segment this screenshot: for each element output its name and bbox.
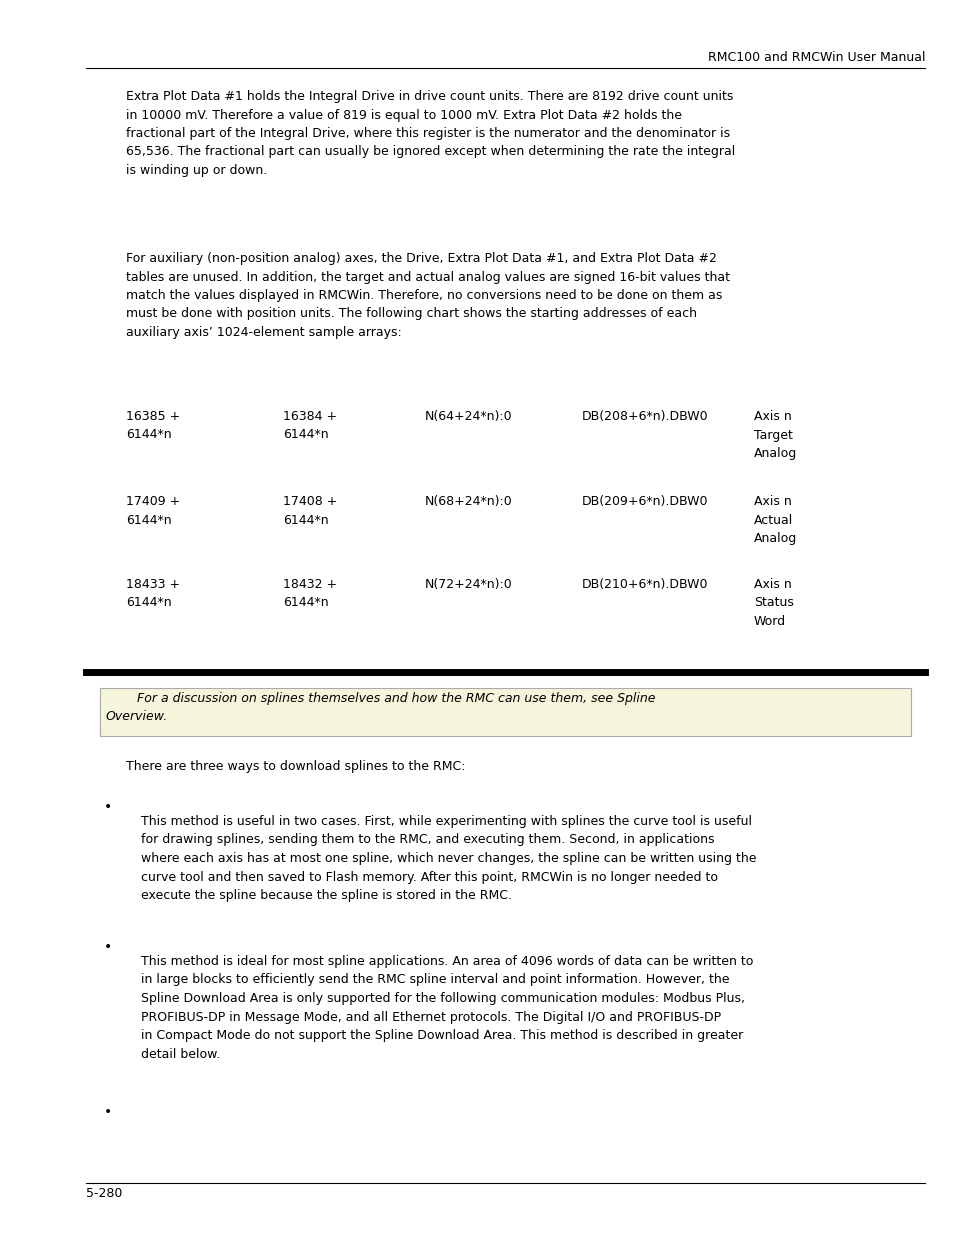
Text: 5-280: 5-280 — [86, 1187, 122, 1200]
Text: For auxiliary (non-position analog) axes, the Drive, Extra Plot Data #1, and Ext: For auxiliary (non-position analog) axes… — [126, 252, 729, 338]
Text: N(68+24*n):0: N(68+24*n):0 — [424, 495, 512, 508]
Text: DB(210+6*n).DBW0: DB(210+6*n).DBW0 — [581, 578, 708, 592]
Text: DB(209+6*n).DBW0: DB(209+6*n).DBW0 — [581, 495, 708, 508]
Text: •: • — [104, 940, 112, 953]
Text: Axis n
Status
Word: Axis n Status Word — [753, 578, 793, 629]
FancyBboxPatch shape — [100, 688, 910, 736]
Text: RMC100 and RMCWin User Manual: RMC100 and RMCWin User Manual — [707, 51, 924, 64]
Text: N(64+24*n):0: N(64+24*n):0 — [424, 410, 512, 424]
Text: 18432 +
6144*n: 18432 + 6144*n — [283, 578, 337, 610]
Text: Axis n
Target
Analog: Axis n Target Analog — [753, 410, 796, 459]
Text: 18433 +
6144*n: 18433 + 6144*n — [126, 578, 180, 610]
Text: •: • — [104, 800, 112, 814]
Text: •: • — [104, 1105, 112, 1119]
Text: This method is useful in two cases. First, while experimenting with splines the : This method is useful in two cases. Firs… — [141, 815, 756, 902]
Text: N(72+24*n):0: N(72+24*n):0 — [424, 578, 512, 592]
Text: DB(208+6*n).DBW0: DB(208+6*n).DBW0 — [581, 410, 708, 424]
Text: 17408 +
6144*n: 17408 + 6144*n — [283, 495, 337, 526]
Text: For a discussion on splines themselves and how the RMC can use them, see Spline
: For a discussion on splines themselves a… — [105, 692, 655, 722]
Text: Axis n
Actual
Analog: Axis n Actual Analog — [753, 495, 796, 545]
Text: Extra Plot Data #1 holds the Integral Drive in drive count units. There are 8192: Extra Plot Data #1 holds the Integral Dr… — [126, 90, 735, 177]
Text: 16384 +
6144*n: 16384 + 6144*n — [283, 410, 337, 441]
Text: 17409 +
6144*n: 17409 + 6144*n — [126, 495, 180, 526]
Text: This method is ideal for most spline applications. An area of 4096 words of data: This method is ideal for most spline app… — [141, 955, 753, 1061]
Text: There are three ways to download splines to the RMC:: There are three ways to download splines… — [126, 760, 465, 773]
Text: 16385 +
6144*n: 16385 + 6144*n — [126, 410, 180, 441]
